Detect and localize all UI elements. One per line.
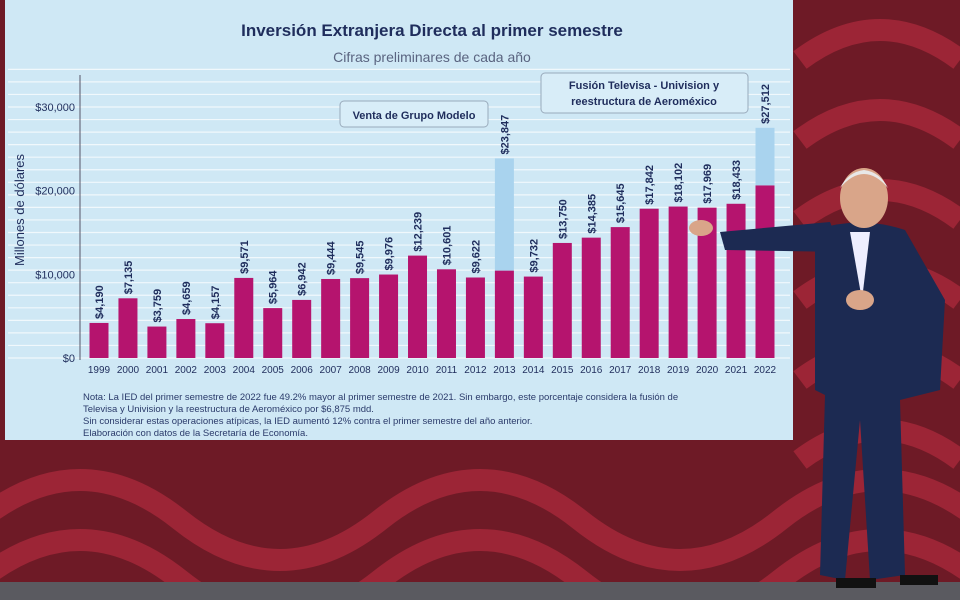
data-label: $10,601 bbox=[441, 226, 453, 266]
bar-2003 bbox=[205, 323, 225, 358]
bar-2008 bbox=[350, 278, 370, 358]
data-label: $17,842 bbox=[644, 165, 656, 205]
data-label: $13,750 bbox=[557, 199, 569, 239]
annotation-grupo-modelo: Venta de Grupo Modelo bbox=[339, 100, 489, 128]
svg-text:Fusión Televisa - Univision y: Fusión Televisa - Univision y bbox=[569, 80, 720, 92]
bar-2007 bbox=[321, 278, 341, 358]
bar-2020 bbox=[697, 207, 717, 358]
x-tick-label: 2016 bbox=[580, 365, 603, 376]
stage-floor bbox=[0, 582, 960, 600]
bar-2001 bbox=[147, 326, 167, 358]
x-tick-label: 2019 bbox=[667, 365, 690, 376]
bar-2004 bbox=[234, 277, 254, 358]
bar-1999 bbox=[89, 322, 109, 358]
x-tick-label: 2009 bbox=[377, 365, 400, 376]
x-tick-label: 2002 bbox=[175, 365, 198, 376]
data-label: $15,645 bbox=[615, 183, 627, 223]
data-label: $18,433 bbox=[731, 160, 743, 200]
x-tick-label: 2018 bbox=[638, 365, 661, 376]
note-line-2: Televisa y Univision y la reestructura d… bbox=[83, 404, 374, 415]
note-line-1: Nota: La IED del primer semestre de 2022… bbox=[83, 392, 679, 403]
y-tick-label: $10,000 bbox=[35, 269, 75, 281]
data-label: $18,102 bbox=[673, 163, 685, 203]
x-tick-label: 2021 bbox=[725, 365, 748, 376]
data-label: $9,732 bbox=[528, 239, 540, 273]
data-label: $9,976 bbox=[384, 237, 396, 271]
x-tick-label: 2017 bbox=[609, 365, 632, 376]
data-label: $7,135 bbox=[123, 261, 135, 295]
x-tick-label: 2011 bbox=[436, 365, 458, 376]
y-tick-label: $30,000 bbox=[35, 102, 75, 114]
x-tick-label: 1999 bbox=[88, 365, 111, 376]
bar-2015 bbox=[552, 242, 572, 358]
data-label: $3,759 bbox=[152, 289, 164, 323]
bar-2000 bbox=[118, 298, 138, 358]
bar-2002 bbox=[176, 319, 196, 358]
data-label: $27,512 bbox=[760, 84, 772, 124]
bar-2010 bbox=[408, 255, 428, 358]
x-tick-label: 2000 bbox=[117, 365, 140, 376]
svg-text:Venta de Grupo Modelo: Venta de Grupo Modelo bbox=[353, 110, 476, 122]
bar-2006 bbox=[292, 299, 312, 358]
bar-atypical-2022 bbox=[755, 127, 775, 186]
note-line-3: Sin considerar estas operaciones atípica… bbox=[83, 416, 533, 427]
x-tick-label: 2005 bbox=[262, 365, 285, 376]
data-label: $5,964 bbox=[268, 270, 280, 305]
bar-2009 bbox=[379, 274, 399, 358]
note-source: Elaboración con datos de la Secretaría d… bbox=[83, 428, 308, 439]
y-axis-label: Millones de dólares bbox=[12, 154, 27, 267]
x-tick-label: 2008 bbox=[348, 365, 371, 376]
bar-2016 bbox=[581, 237, 601, 358]
data-label: $9,444 bbox=[326, 240, 338, 275]
x-tick-label: 2004 bbox=[233, 365, 256, 376]
x-tick-label: 2003 bbox=[204, 365, 227, 376]
data-label: $9,571 bbox=[239, 240, 251, 274]
y-tick-label: $0 bbox=[63, 353, 75, 365]
x-tick-label: 2014 bbox=[522, 365, 545, 376]
x-tick-label: 2020 bbox=[696, 365, 719, 376]
data-label: $9,622 bbox=[470, 240, 482, 274]
x-tick-label: 2022 bbox=[754, 365, 777, 376]
x-tick-label: 2013 bbox=[493, 365, 516, 376]
x-tick-label: 2006 bbox=[291, 365, 314, 376]
data-label: $12,239 bbox=[413, 212, 425, 252]
bar-2017 bbox=[610, 227, 630, 358]
svg-text:reestructura de Aeroméxico: reestructura de Aeroméxico bbox=[571, 96, 717, 108]
bar-2013 bbox=[494, 270, 514, 358]
x-tick-label: 2015 bbox=[551, 365, 574, 376]
annotation-televisa-aeromexico: Fusión Televisa - Univision y reestructu… bbox=[540, 72, 749, 114]
y-tick-label: $20,000 bbox=[35, 186, 75, 198]
bar-atypical-2013 bbox=[494, 158, 514, 271]
data-label: $23,847 bbox=[499, 115, 511, 155]
bar-2005 bbox=[263, 308, 283, 358]
data-label: $17,969 bbox=[702, 164, 714, 204]
data-label: $6,942 bbox=[297, 262, 309, 296]
x-tick-label: 2010 bbox=[406, 365, 429, 376]
data-label: $4,659 bbox=[181, 281, 193, 315]
bar-2012 bbox=[465, 277, 485, 358]
data-label: $4,190 bbox=[94, 285, 106, 319]
bar-2019 bbox=[668, 206, 688, 358]
chart-title: Inversión Extranjera Directa al primer s… bbox=[241, 21, 623, 40]
bar-2014 bbox=[523, 276, 543, 358]
bar-2011 bbox=[436, 269, 456, 358]
bar-2018 bbox=[639, 208, 659, 358]
x-tick-label: 2007 bbox=[320, 365, 343, 376]
x-tick-label: 2012 bbox=[464, 365, 487, 376]
data-label: $4,157 bbox=[210, 286, 222, 320]
data-label: $9,545 bbox=[355, 240, 367, 274]
data-label: $14,385 bbox=[586, 194, 598, 234]
chart-subtitle: Cifras preliminares de cada año bbox=[333, 49, 531, 65]
x-tick-label: 2001 bbox=[146, 365, 169, 376]
